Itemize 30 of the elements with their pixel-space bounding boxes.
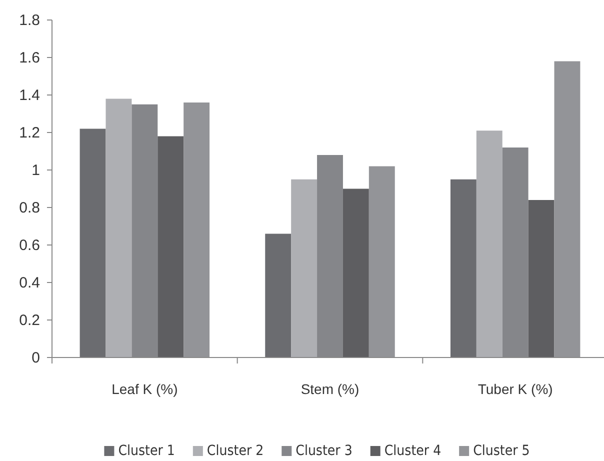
bar: [450, 179, 476, 358]
x-tick-label: Leaf K (%): [112, 381, 178, 398]
bar: [528, 200, 554, 358]
legend-label: Cluster 1: [118, 443, 175, 459]
y-tick-label: 0.4: [19, 274, 40, 292]
y-tick-label: 0: [32, 349, 40, 366]
y-tick-label: 1.8: [19, 12, 40, 29]
bar: [265, 234, 292, 358]
legend-label: Cluster 5: [473, 443, 530, 459]
bar: [368, 166, 395, 358]
bar: [80, 128, 106, 358]
legend-label: Cluster 2: [206, 443, 264, 459]
y-tick-label: 0.2: [19, 312, 40, 329]
bar: [106, 98, 132, 358]
legend-label: Cluster 4: [384, 443, 442, 459]
y-tick-label: 0.6: [19, 236, 40, 254]
y-tick-label: 1.2: [19, 124, 40, 142]
legend-label: Cluster 3: [296, 443, 352, 459]
bar: [184, 102, 210, 358]
y-tick-label: 0.8: [19, 199, 40, 216]
bar: [158, 136, 184, 358]
x-tick-label: Stem (%): [300, 381, 360, 398]
y-tick-label: 1.6: [19, 49, 40, 66]
y-tick-label: 1.4: [19, 86, 40, 104]
bar: [342, 188, 369, 358]
bar: [476, 130, 502, 358]
bar: [291, 179, 318, 358]
bar: [554, 61, 580, 358]
x-tick-label: Tuber K (%): [478, 381, 553, 398]
y-tick-label: 1: [32, 162, 40, 179]
